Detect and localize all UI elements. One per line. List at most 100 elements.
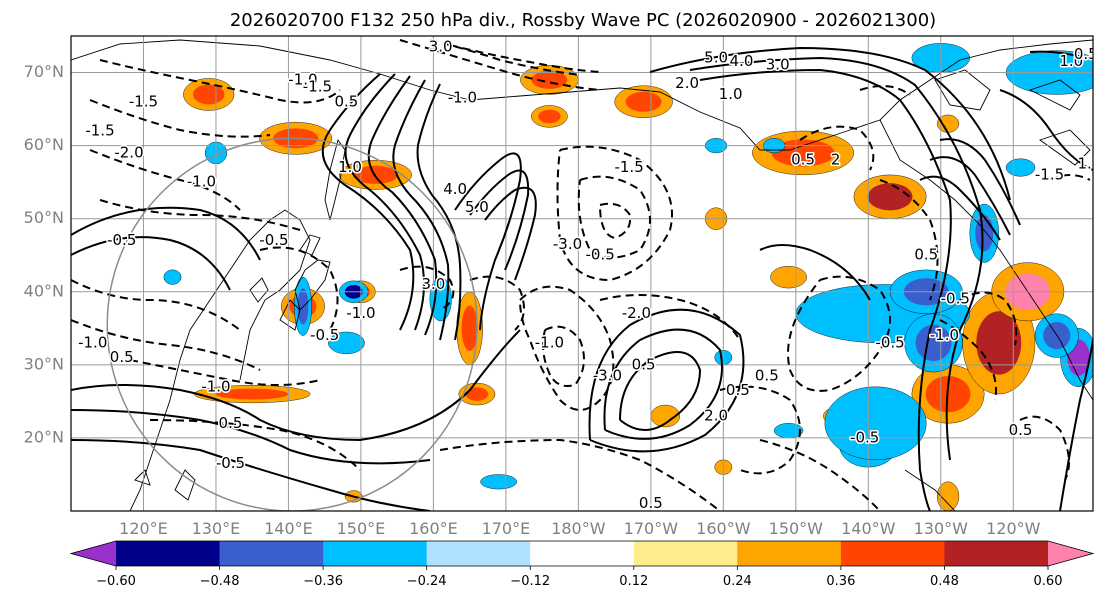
coastline-6	[279, 299, 301, 331]
coastline-10	[174, 469, 196, 501]
contour-dashed-3	[99, 199, 301, 231]
contour-label-30: 0.5	[755, 366, 779, 384]
lon-label-220: 140°W	[841, 519, 896, 538]
div-blob-core-0	[192, 84, 225, 105]
coastline-1	[379, 39, 1093, 151]
contour-label-45: 2.0	[675, 74, 699, 92]
div-blob-core-4	[625, 91, 662, 112]
colorbar-extend-low	[71, 541, 116, 566]
contour-solid-1	[344, 73, 425, 331]
contour-label-40: 0.5	[639, 494, 663, 512]
div-blob-core-10	[465, 387, 489, 401]
reference-circle-outline	[106, 137, 478, 511]
contour-label-24: -0.5	[585, 246, 614, 264]
colorbar-segment-5	[530, 541, 635, 566]
contour-label-9: -1.0	[187, 173, 216, 191]
coastline-9	[249, 277, 269, 303]
contour-label-47: 1.0	[1059, 52, 1083, 70]
contour-dashed-23	[787, 275, 891, 392]
contour-label-15: 0.5	[110, 348, 134, 366]
contour-label-34: -1.0	[930, 326, 959, 344]
contour-label-18: -0.5	[216, 454, 245, 472]
div-blob-core-31	[975, 215, 994, 252]
contour-dashed-18	[469, 275, 525, 331]
lat-label-50: 50°N	[24, 208, 64, 227]
colorbar-tick-label-2: −0.36	[303, 574, 343, 589]
contour-label-8: -2.0	[114, 143, 143, 161]
contour-dashed-4	[71, 279, 241, 331]
colorbar-segment-9	[944, 541, 1049, 566]
map-frame	[70, 35, 1094, 512]
contour-dashed-20	[719, 385, 801, 475]
contour-dashed-14	[577, 175, 651, 259]
coastline-2	[879, 119, 1093, 401]
contour-solid-3	[392, 79, 450, 341]
div-blob-core-9	[461, 305, 478, 351]
colorbar-tick-label-3: −0.24	[407, 574, 447, 589]
contour-dashed-24	[879, 179, 939, 301]
reference-circle	[106, 137, 478, 511]
contour-dashed-19	[599, 294, 741, 341]
contour-dashed-27	[1019, 415, 1070, 481]
div-blob-core-34	[297, 288, 309, 325]
contour-label-38: -0.5	[850, 428, 879, 446]
colorbar-segment-3	[323, 541, 428, 566]
colorbar-segment-2	[219, 541, 324, 566]
contour-solid-16	[699, 68, 952, 511]
contour-dashed-9	[399, 265, 455, 311]
rossby-wave-contours	[71, 39, 1093, 511]
lon-label-210: 150°W	[769, 519, 824, 538]
lon-label-130: 130°E	[192, 519, 241, 538]
contour-solid-24	[759, 244, 871, 301]
contour-label-6: -1.5	[129, 92, 158, 110]
contour-solid-11	[71, 409, 431, 465]
lat-label-40: 40°N	[24, 281, 64, 300]
contour-dashed-26	[959, 291, 1018, 346]
contour-dashed-21	[759, 439, 881, 511]
div-blob-outer-37	[328, 331, 365, 355]
contour-label-35: -1.5	[1035, 165, 1064, 183]
contour-label-17: 0.5	[219, 414, 243, 432]
contour-label-31: 0.5	[791, 151, 815, 169]
contour-solid-6	[469, 169, 530, 271]
coastline-12	[904, 469, 956, 511]
contour-solid-20	[929, 156, 1011, 236]
contour-solid-21	[939, 138, 1021, 226]
contour-solid-25	[1029, 50, 1093, 61]
coastline-14	[1028, 79, 1081, 111]
contour-dashed-30	[859, 85, 911, 96]
div-blob-outer-44	[480, 474, 517, 490]
contour-solid-9	[71, 206, 261, 261]
latitude-labels: 20°N 30°N 40°N 50°N 60°N 70°N	[24, 62, 64, 446]
div-blob-core-5	[771, 139, 835, 167]
lon-label-120: 120°E	[119, 519, 168, 538]
contour-label-42: 5.0	[704, 48, 728, 66]
div-blob-outer-28	[824, 386, 927, 461]
div-blob-core-11	[216, 388, 289, 400]
contour-dashed-0	[99, 59, 341, 104]
contour-label-21: 3.0	[421, 275, 445, 293]
contour-label-43: 4.0	[730, 52, 754, 70]
colorbar-tick-label-8: 0.48	[930, 574, 959, 589]
div-blob-core-3	[531, 70, 568, 89]
contour-label-22: -3.0	[553, 235, 582, 253]
contour-label-4: -1.5	[303, 78, 332, 96]
contour-solid-19	[919, 175, 1001, 241]
contour-label-11: -0.5	[259, 231, 288, 249]
contour-solid-17	[689, 56, 984, 461]
contour-solid-8	[71, 236, 231, 291]
div-blob-core-23	[538, 109, 561, 124]
div-blob-core-15	[976, 311, 1022, 375]
div-blob-core-26	[915, 324, 952, 362]
contour-solid-0	[321, 73, 415, 331]
contour-label-39: 0.5	[1009, 421, 1033, 439]
contour-dashed-29	[799, 125, 875, 171]
contour-label-16: -1.0	[201, 377, 230, 395]
contour-label-13: -1.0	[346, 304, 375, 322]
lon-label-180: 180°W	[551, 519, 606, 538]
map-area: -1.0 -1.0 1.0 -1.0 -1.5 0.5 -1.5 -1.5 -2.0 -1.0 -0…	[70, 35, 1094, 512]
colorbar-segment-4	[426, 541, 531, 566]
contour-solid-14	[603, 328, 723, 440]
contour-label-29: 0.5	[726, 381, 750, 399]
